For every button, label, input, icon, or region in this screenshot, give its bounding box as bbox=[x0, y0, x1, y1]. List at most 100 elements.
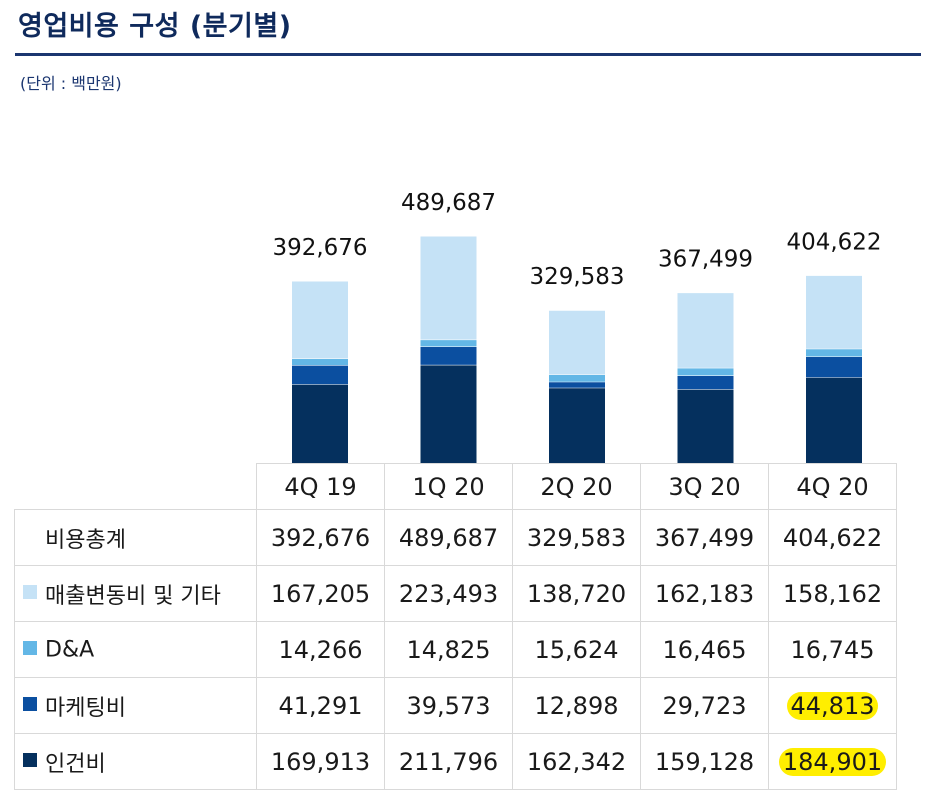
cell-value: 489,687 bbox=[398, 523, 499, 552]
table-cell: 44,813 bbox=[768, 677, 897, 734]
cell-value: 223,493 bbox=[398, 579, 499, 608]
stacked-bar-chart: 392,676 489,687 329,583 367,499 404,622 bbox=[272, 190, 882, 463]
bar-segment-marketing bbox=[292, 365, 348, 385]
table-cell: 367,499 bbox=[640, 509, 769, 566]
table-row: D&A 14,266 14,825 15,624 16,465 16,745 bbox=[14, 621, 897, 678]
title-divider bbox=[15, 53, 921, 56]
cell-value: 162,342 bbox=[526, 747, 627, 776]
table-cell: 169,913 bbox=[256, 733, 385, 790]
cell-value: 39,573 bbox=[406, 691, 491, 720]
total-data-label: 489,687 bbox=[401, 190, 496, 216]
column-header: 4Q 20 bbox=[768, 463, 897, 510]
bar-segment-personnel bbox=[420, 364, 477, 463]
total-data-label: 392,676 bbox=[272, 235, 367, 261]
row-label-text: 매출변동비 및 기타 bbox=[45, 583, 221, 609]
cell-value: 329,583 bbox=[526, 523, 627, 552]
bar-segment-da bbox=[677, 367, 734, 376]
column-header: 2Q 20 bbox=[512, 463, 641, 510]
table-row: 인건비 169,913 211,796 162,342 159,128 184,901 bbox=[14, 733, 897, 790]
cell-value: 14,825 bbox=[406, 635, 491, 664]
cell-value: 367,499 bbox=[654, 523, 755, 552]
table-cell: 184,901 bbox=[768, 733, 897, 790]
table-cell: 16,465 bbox=[640, 621, 769, 678]
bar-segment-sales-other bbox=[549, 310, 605, 375]
table-cell: 15,624 bbox=[512, 621, 641, 678]
table-cell: 162,183 bbox=[640, 565, 769, 622]
table-cell: 489,687 bbox=[384, 509, 513, 566]
bar-segment-da bbox=[549, 374, 605, 382]
table-cell: 162,342 bbox=[512, 733, 641, 790]
cell-value: 158,162 bbox=[782, 579, 883, 608]
cell-value: 138,720 bbox=[526, 579, 627, 608]
table-cell: 329,583 bbox=[512, 509, 641, 566]
table-cell: 392,676 bbox=[256, 509, 385, 566]
bar-segment-personnel bbox=[677, 389, 734, 463]
bar-segment-da bbox=[292, 358, 348, 366]
bar-segment-marketing bbox=[549, 381, 605, 388]
chart-title: 영업비용 구성 (분기별) bbox=[18, 11, 292, 42]
cell-value: 167,205 bbox=[270, 579, 371, 608]
legend-swatch bbox=[23, 696, 37, 711]
table-cell: 14,825 bbox=[384, 621, 513, 678]
table-cell: 404,622 bbox=[768, 509, 897, 566]
cell-value: 14,266 bbox=[278, 635, 363, 664]
table-cell: 167,205 bbox=[256, 565, 385, 622]
row-label-text: D&A bbox=[45, 637, 95, 663]
row-label-text: 비용총계 bbox=[45, 527, 126, 553]
row-label: 마케팅비 bbox=[14, 677, 257, 734]
row-label-text: 마케팅비 bbox=[45, 695, 126, 721]
bar-segment-personnel bbox=[806, 377, 862, 463]
column-header: 4Q 19 bbox=[256, 463, 385, 510]
table-corner bbox=[14, 463, 257, 510]
cell-value: 41,291 bbox=[278, 691, 363, 720]
table-row: 비용총계 392,676 489,687 329,583 367,499 404,622 bbox=[14, 509, 897, 566]
row-label: 인건비 bbox=[14, 733, 257, 790]
table-cell: 211,796 bbox=[384, 733, 513, 790]
total-data-label: 404,622 bbox=[786, 229, 881, 255]
table-cell: 39,573 bbox=[384, 677, 513, 734]
bar-segment-sales-other bbox=[420, 236, 477, 340]
row-label: D&A bbox=[14, 621, 257, 678]
cell-value: 404,622 bbox=[782, 523, 883, 552]
cell-value: 392,676 bbox=[270, 523, 371, 552]
row-label: 비용총계 bbox=[14, 509, 257, 566]
bar-segment-personnel bbox=[292, 384, 348, 463]
cell-value: 16,745 bbox=[790, 635, 875, 664]
bar-segment-sales-other bbox=[677, 292, 734, 368]
legend-swatch bbox=[23, 752, 37, 767]
table-cell: 159,128 bbox=[640, 733, 769, 790]
cell-value: 15,624 bbox=[534, 635, 619, 664]
row-label-text: 인건비 bbox=[45, 751, 106, 777]
cell-value: 29,723 bbox=[662, 691, 747, 720]
table-row: 마케팅비 41,291 39,573 12,898 29,723 44,813 bbox=[14, 677, 897, 734]
table-cell: 158,162 bbox=[768, 565, 897, 622]
column-header: 3Q 20 bbox=[640, 463, 769, 510]
bar-segment-sales-other bbox=[292, 280, 348, 359]
table-cell: 12,898 bbox=[512, 677, 641, 734]
bar-segment-marketing bbox=[420, 346, 477, 365]
row-label: 매출변동비 및 기타 bbox=[14, 565, 257, 622]
table-cell: 14,266 bbox=[256, 621, 385, 678]
cell-value: 162,183 bbox=[654, 579, 755, 608]
cell-value: 12,898 bbox=[534, 691, 619, 720]
bar-segment-personnel bbox=[549, 387, 605, 463]
data-table: 4Q 19 1Q 20 2Q 20 3Q 20 4Q 20 비용총계 392,67… bbox=[14, 463, 897, 790]
bar-segment-da bbox=[420, 339, 477, 347]
total-data-label: 367,499 bbox=[658, 247, 753, 273]
bar-segment-marketing bbox=[806, 356, 862, 378]
table-cell: 41,291 bbox=[256, 677, 385, 734]
bar-segment-sales-other bbox=[806, 275, 862, 349]
legend-swatch bbox=[23, 640, 37, 655]
cell-value: 16,465 bbox=[662, 635, 747, 664]
table-header-row: 4Q 19 1Q 20 2Q 20 3Q 20 4Q 20 bbox=[14, 463, 897, 510]
table-cell: 223,493 bbox=[384, 565, 513, 622]
unit-label: (단위 : 백만원) bbox=[20, 74, 122, 93]
column-header: 1Q 20 bbox=[384, 463, 513, 510]
bar-segment-marketing bbox=[677, 375, 734, 390]
cell-value: 169,913 bbox=[270, 747, 371, 776]
total-data-label: 329,583 bbox=[529, 264, 624, 290]
cell-value: 159,128 bbox=[654, 747, 755, 776]
table-cell: 16,745 bbox=[768, 621, 897, 678]
highlighted-cell-value: 184,901 bbox=[778, 747, 887, 776]
highlighted-cell-value: 44,813 bbox=[786, 691, 879, 720]
